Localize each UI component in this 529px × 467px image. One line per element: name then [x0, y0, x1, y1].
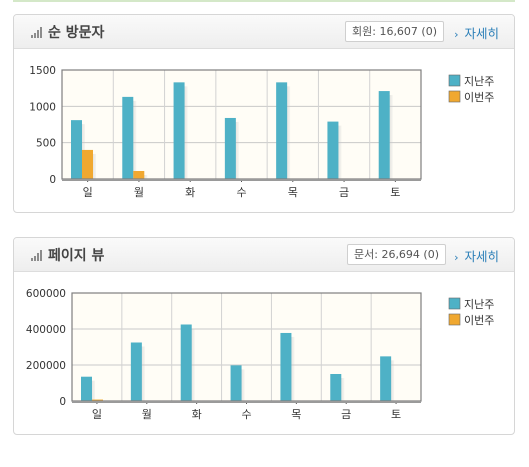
- bar-last-week: [380, 356, 392, 401]
- bar-last-week: [330, 374, 342, 401]
- legend-swatch: [448, 313, 461, 326]
- bar-last-week: [224, 117, 236, 179]
- document-count-badge: 문서: 26,694 (0): [347, 244, 447, 265]
- bar-last-week: [378, 91, 390, 179]
- x-tick-label: 금: [339, 186, 349, 199]
- x-tick-label: 일: [83, 185, 93, 199]
- x-tick-label: 목: [291, 408, 301, 421]
- x-tick-label: 목: [288, 186, 298, 199]
- y-tick-label: 1500: [29, 65, 56, 77]
- chevron-right-icon: ›: [454, 28, 459, 41]
- bar-last-week: [130, 342, 142, 401]
- legend-label: 지난주: [464, 298, 494, 311]
- page-views-panel: 페이지 뷰 문서: 26,694 (0) › 자세히 0 200000 400000 6…: [13, 237, 515, 435]
- legend-label: 이번주: [464, 314, 494, 327]
- bar-last-week: [280, 332, 292, 401]
- top-divider: [13, 0, 515, 2]
- signal-bars-icon: [31, 26, 45, 38]
- x-tick-label: 화: [192, 408, 202, 421]
- bar-this-week: [92, 399, 103, 401]
- more-details-link[interactable]: › 자세히: [454, 23, 499, 42]
- bar-last-week: [173, 82, 185, 179]
- signal-bars-icon: [31, 249, 45, 261]
- y-tick-label: 600000: [26, 288, 66, 300]
- y-tick-label: 500: [36, 138, 56, 150]
- x-tick-label: 화: [185, 186, 195, 199]
- x-tick-label: 일: [92, 407, 102, 421]
- plot-area: [72, 293, 421, 401]
- legend-label: 지난주: [464, 75, 494, 88]
- plot-area: [62, 70, 421, 179]
- legend-label: 이번주: [464, 91, 494, 104]
- bar-this-week: [133, 171, 145, 179]
- x-tick-label: 수: [241, 408, 251, 421]
- panel-title: 페이지 뷰: [48, 248, 105, 264]
- y-tick-label: 200000: [26, 360, 66, 372]
- more-details-label: 자세히: [464, 249, 499, 264]
- bar-last-week: [276, 82, 288, 179]
- member-count-badge: 회원: 16,607 (0): [345, 21, 445, 42]
- more-details-link[interactable]: › 자세히: [454, 246, 499, 265]
- bar-this-week: [82, 149, 93, 179]
- y-tick-label: 1000: [29, 101, 56, 113]
- legend-swatch: [448, 297, 461, 310]
- bar-last-week: [81, 376, 92, 401]
- x-tick-label: 토: [390, 186, 400, 199]
- x-tick-label: 금: [341, 408, 351, 421]
- more-details-label: 자세히: [464, 26, 499, 41]
- unique-visitors-panel: 순 방문자 회원: 16,607 (0) › 자세히 0 500 1000 1500 일 월…: [13, 14, 515, 213]
- y-tick-label: 0: [59, 396, 66, 408]
- panel-header: 순 방문자 회원: 16,607 (0) › 자세히: [14, 15, 514, 49]
- x-tick-label: 토: [391, 408, 401, 421]
- panel-title: 순 방문자: [48, 25, 105, 41]
- bar-last-week: [327, 121, 339, 179]
- x-tick-label: 수: [236, 186, 246, 199]
- chevron-right-icon: ›: [454, 251, 459, 264]
- bar-last-week: [71, 120, 82, 179]
- y-tick-label: 400000: [26, 324, 66, 336]
- panel-header: 페이지 뷰 문서: 26,694 (0) › 자세히: [14, 238, 514, 272]
- bar-last-week: [180, 324, 192, 401]
- legend-swatch: [448, 90, 461, 103]
- bar-last-week: [230, 365, 242, 401]
- x-tick-label: 월: [142, 408, 152, 421]
- bar-last-week: [122, 96, 134, 179]
- y-tick-label: 0: [49, 174, 56, 186]
- x-tick-label: 월: [134, 186, 144, 199]
- legend-swatch: [448, 74, 461, 87]
